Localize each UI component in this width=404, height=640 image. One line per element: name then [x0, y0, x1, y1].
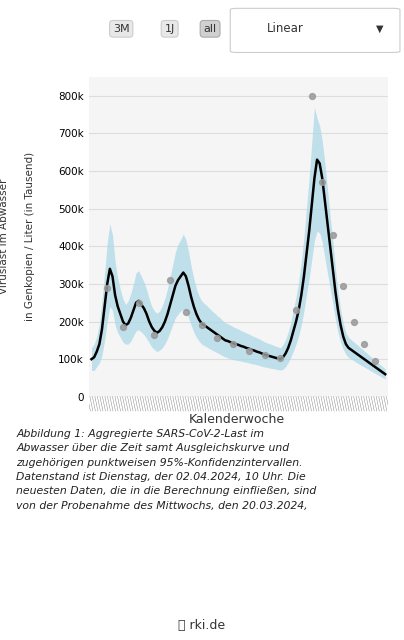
- Point: [246, 346, 252, 356]
- Point: [361, 339, 368, 349]
- Point: [183, 307, 189, 317]
- Point: [261, 349, 268, 360]
- Text: Abbildung 1: Aggregierte SARS-CoV-2-Last im
Abwasser über die Zeit samt Ausgleic: Abbildung 1: Aggregierte SARS-CoV-2-Last…: [16, 429, 316, 511]
- Point: [120, 322, 126, 332]
- Point: [309, 90, 315, 100]
- Point: [277, 353, 284, 363]
- Point: [319, 177, 326, 188]
- Text: all: all: [204, 24, 217, 34]
- Text: 3M: 3M: [113, 24, 130, 34]
- Point: [293, 305, 299, 316]
- Point: [198, 320, 205, 330]
- Text: 🔒 rki.de: 🔒 rki.de: [179, 619, 225, 632]
- Point: [104, 282, 110, 292]
- Text: Linear: Linear: [267, 22, 303, 35]
- Point: [214, 333, 221, 344]
- Point: [351, 316, 357, 326]
- Point: [151, 330, 158, 340]
- Text: 1J: 1J: [164, 24, 175, 34]
- Text: in Genkopien / Liter (in Tausend): in Genkopien / Liter (in Tausend): [25, 152, 35, 321]
- Point: [340, 280, 347, 291]
- Text: Viruslast im Abwasser: Viruslast im Abwasser: [0, 179, 9, 294]
- Point: [372, 356, 378, 366]
- Point: [135, 298, 142, 308]
- Point: [167, 275, 173, 285]
- Text: ▼: ▼: [376, 24, 383, 34]
- FancyBboxPatch shape: [230, 8, 400, 52]
- Point: [330, 230, 336, 240]
- Point: [230, 339, 236, 349]
- Text: Kalenderwoche: Kalenderwoche: [188, 413, 284, 426]
